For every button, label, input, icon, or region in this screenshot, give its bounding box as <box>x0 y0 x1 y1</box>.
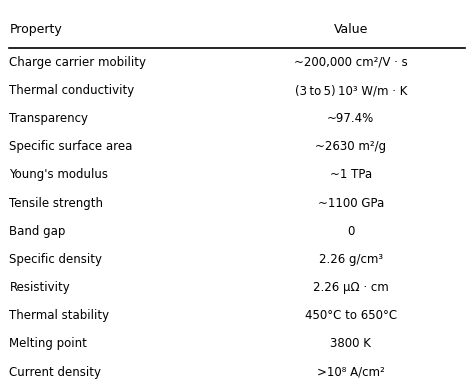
Text: Band gap: Band gap <box>9 225 66 238</box>
Text: Resistivity: Resistivity <box>9 281 70 294</box>
Text: (3 to 5) 10³ W/m · K: (3 to 5) 10³ W/m · K <box>294 84 407 97</box>
Text: Current density: Current density <box>9 365 101 379</box>
Text: 2.26 g/cm³: 2.26 g/cm³ <box>319 253 383 266</box>
Text: Melting point: Melting point <box>9 337 87 350</box>
Text: 3800 K: 3800 K <box>330 337 371 350</box>
Text: Specific surface area: Specific surface area <box>9 140 133 153</box>
Text: 450°C to 650°C: 450°C to 650°C <box>305 309 397 322</box>
Text: Property: Property <box>9 23 62 37</box>
Text: Value: Value <box>334 23 368 37</box>
Text: ~2630 m²/g: ~2630 m²/g <box>315 140 386 153</box>
Text: Specific density: Specific density <box>9 253 102 266</box>
Text: Thermal conductivity: Thermal conductivity <box>9 84 135 97</box>
Text: 0: 0 <box>347 225 355 238</box>
Text: ~1 TPa: ~1 TPa <box>330 168 372 181</box>
Text: Tensile strength: Tensile strength <box>9 197 103 209</box>
Text: 2.26 μΩ · cm: 2.26 μΩ · cm <box>313 281 389 294</box>
Text: Charge carrier mobility: Charge carrier mobility <box>9 56 146 69</box>
Text: ~97.4%: ~97.4% <box>327 112 374 125</box>
Text: Young's modulus: Young's modulus <box>9 168 109 181</box>
Text: ~1100 GPa: ~1100 GPa <box>318 197 384 209</box>
Text: >10⁸ A/cm²: >10⁸ A/cm² <box>317 365 384 379</box>
Text: Thermal stability: Thermal stability <box>9 309 109 322</box>
Text: Transparency: Transparency <box>9 112 89 125</box>
Text: ~200,000 cm²/V · s: ~200,000 cm²/V · s <box>294 56 408 69</box>
